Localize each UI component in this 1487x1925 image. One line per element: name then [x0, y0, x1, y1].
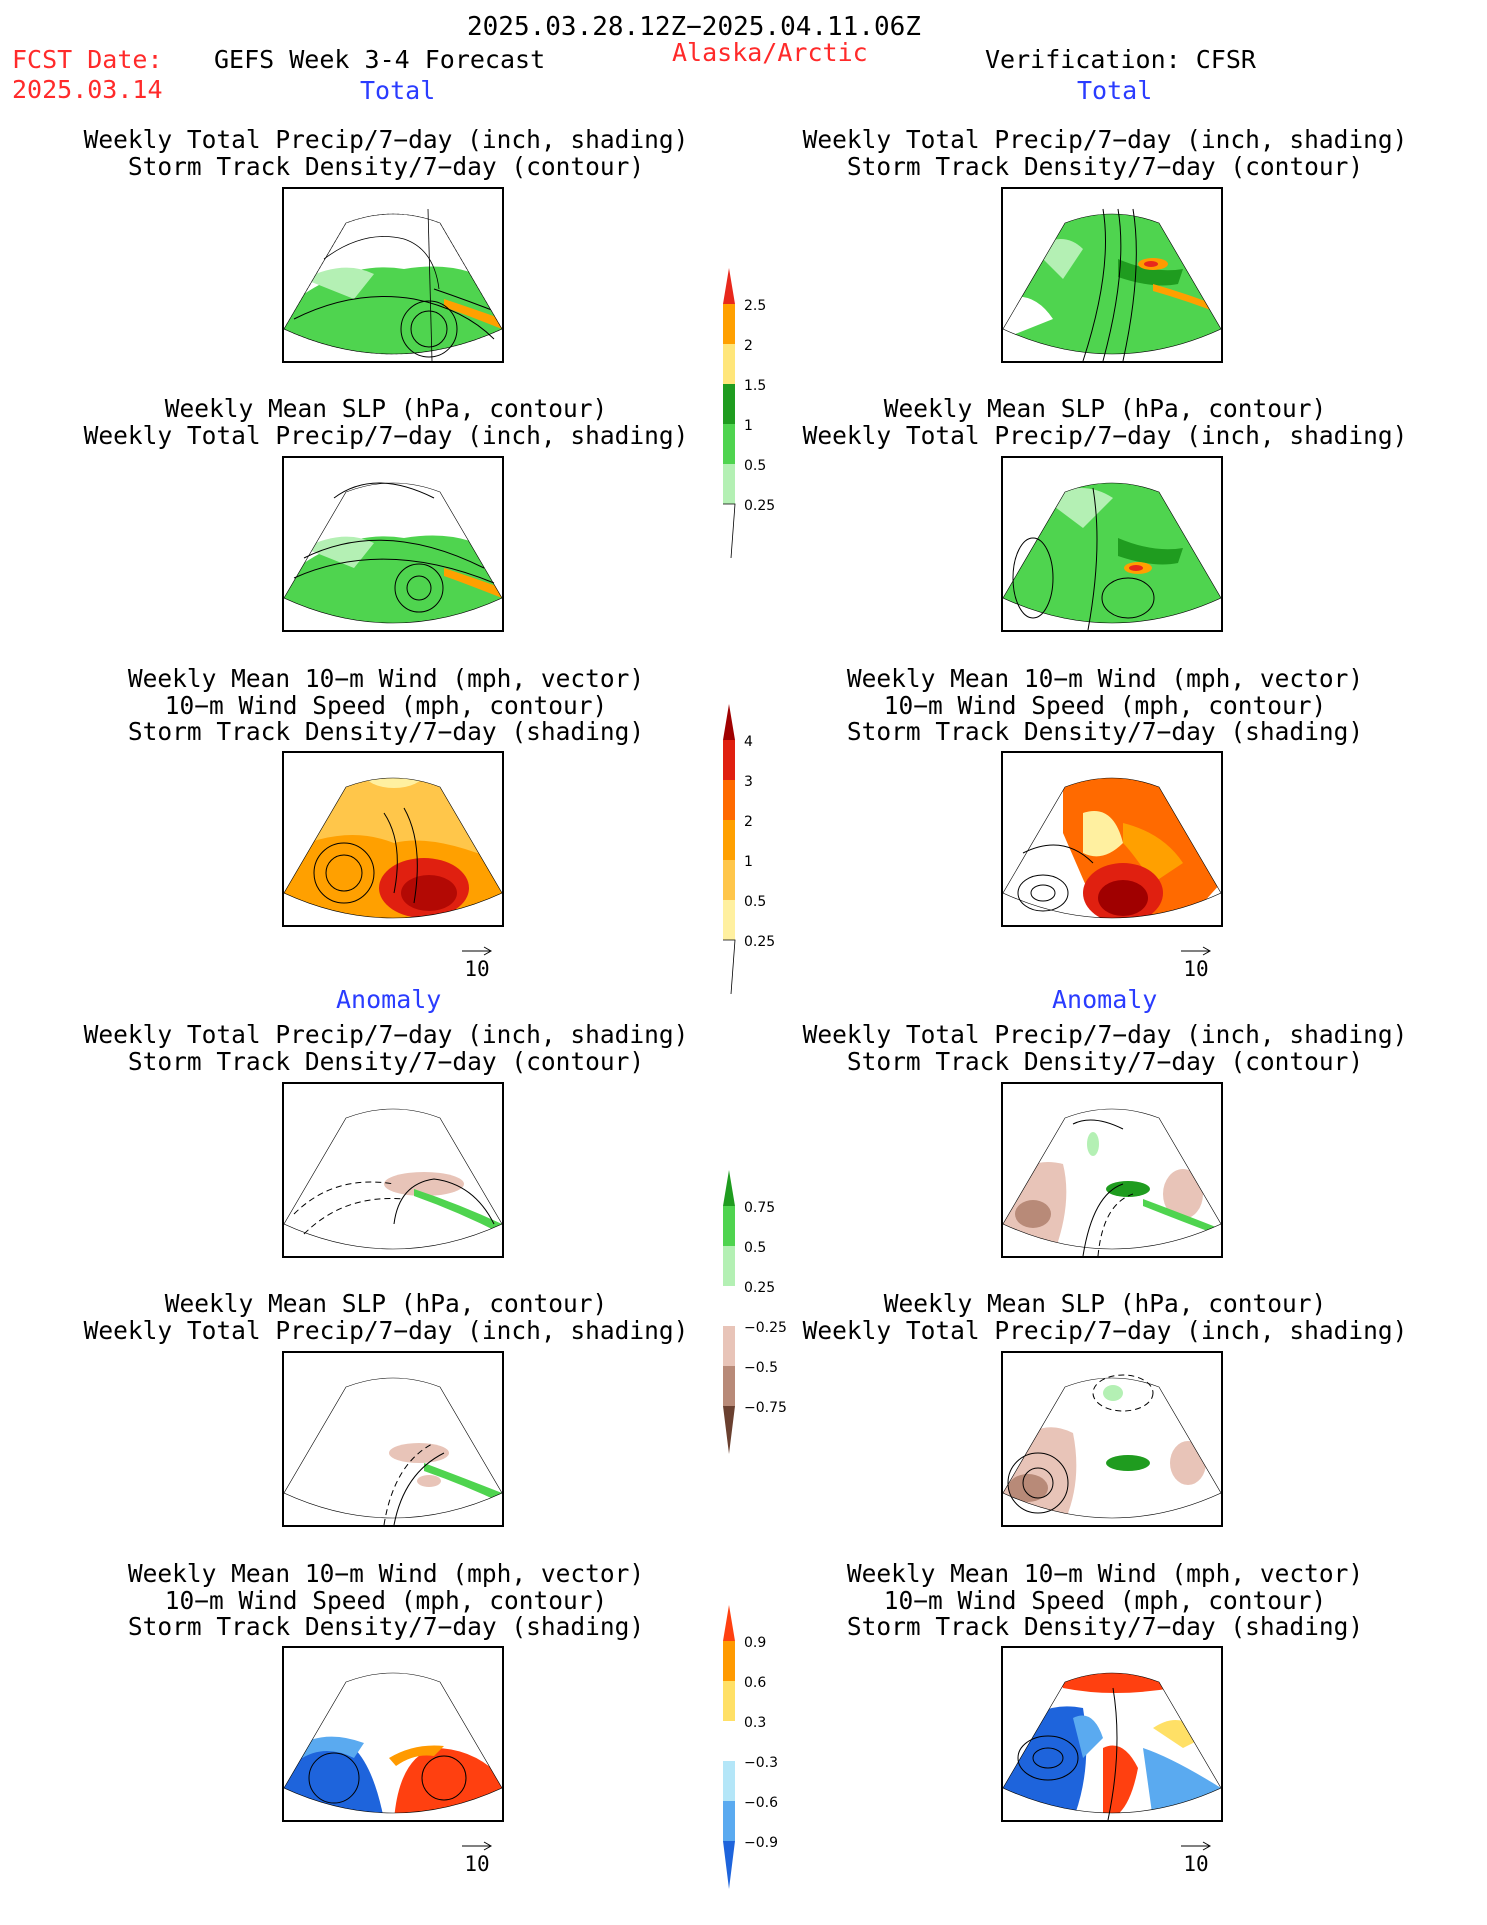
colorbar-tick: 0.5: [744, 458, 767, 474]
colorbar-precip-total: 2.5 2 1.5 1 0.5 0.25: [722, 268, 775, 562]
colorbar-tick: 2.5: [744, 298, 767, 314]
colorbar-tick: 2: [744, 338, 753, 354]
map-forecast-anom-precip-storm: [282, 1082, 504, 1258]
colorbar-tick: 0.6: [744, 1675, 767, 1691]
panel-title-verif-slp: Weekly Mean SLP (hPa, contour) Weekly To…: [802, 394, 1408, 450]
panel-title-verif-wind: Weekly Mean 10−m Wind (mph, vector) 10−m…: [846, 664, 1364, 746]
product-title: GEFS Week 3-4 Forecast: [214, 45, 546, 74]
colorbar-tick: 1.5: [744, 378, 767, 394]
map-verif-total-precip-storm: [1001, 187, 1223, 363]
colorbar-tick: 0.25: [744, 498, 776, 514]
section-anomaly-left: Anomaly: [336, 985, 442, 1014]
colorbar-tick: −0.5: [744, 1360, 778, 1376]
panel-title-verif-total-precip: Weekly Total Precip/7−day (inch, shading…: [802, 125, 1408, 181]
map-forecast-total-precip-storm: [282, 187, 504, 363]
colorbar-tick: 4: [744, 734, 753, 750]
section-anomaly-right: Anomaly: [1052, 985, 1158, 1014]
colorbar-tick: −0.9: [744, 1835, 778, 1851]
colorbar-tick: 3: [744, 774, 753, 790]
map-verif-wind-storm: [1001, 751, 1223, 927]
panel-title-verif-anom-slp: Weekly Mean SLP (hPa, contour) Weekly To…: [802, 1289, 1408, 1345]
colorbar-tick: 0.25: [744, 934, 776, 950]
map-verif-anom-slp-precip: [1001, 1351, 1223, 1527]
colorbar-tick: 0.5: [744, 894, 767, 910]
colorbar-tick: 0.75: [744, 1200, 776, 1216]
colorbar-tick: 0.9: [744, 1635, 767, 1651]
colorbar-storm-anomaly: 0.9 0.6 0.3 −0.3 −0.6 −0.9: [722, 1605, 778, 1893]
panel-title-forecast-slp: Weekly Mean SLP (hPa, contour) Weekly To…: [83, 394, 689, 450]
map-verif-slp-precip: [1001, 456, 1223, 632]
vector-scale-verif: 10: [1166, 945, 1226, 981]
colorbar-tick: 0.25: [744, 1280, 776, 1296]
vector-scale-verif-anom: 10: [1166, 1840, 1226, 1876]
map-verif-anom-precip-storm: [1001, 1082, 1223, 1258]
colorbar-storm-total: 4 3 2 1 0.5 0.25: [722, 704, 775, 998]
panel-title-verif-anom-wind: Weekly Mean 10−m Wind (mph, vector) 10−m…: [846, 1559, 1364, 1641]
panel-title-forecast-wind: Weekly Mean 10−m Wind (mph, vector) 10−m…: [127, 664, 645, 746]
colorbar-tick: 1: [744, 854, 753, 870]
panel-title-verif-anom-precip: Weekly Total Precip/7−day (inch, shading…: [802, 1020, 1408, 1076]
panel-title-forecast-total-precip: Weekly Total Precip/7−day (inch, shading…: [83, 125, 689, 181]
panel-title-forecast-anom-precip: Weekly Total Precip/7−day (inch, shading…: [83, 1020, 689, 1076]
colorbar-tick: −0.3: [744, 1755, 778, 1771]
colorbar-tick: 0.5: [744, 1240, 767, 1256]
colorbar-tick: −0.75: [744, 1400, 787, 1416]
section-total-left: Total: [360, 76, 436, 105]
colorbar-tick: −0.25: [744, 1320, 787, 1336]
colorbar-tick: 2: [744, 814, 753, 830]
colorbar-tick: 1: [744, 418, 753, 434]
region-title: Alaska/Arctic: [672, 38, 868, 67]
map-forecast-wind-storm: [282, 751, 504, 927]
colorbar-tick: −0.6: [744, 1795, 778, 1811]
panel-title-forecast-anom-wind: Weekly Mean 10−m Wind (mph, vector) 10−m…: [127, 1559, 645, 1641]
map-forecast-anom-slp-precip: [282, 1351, 504, 1527]
vector-scale-forecast: 10: [447, 945, 507, 981]
map-forecast-anom-wind-storm: [282, 1646, 504, 1822]
fcst-date-label: FCST Date:: [12, 45, 163, 74]
vector-scale-forecast-anom: 10: [447, 1840, 507, 1876]
valid-period: 2025.03.28.12Z−2025.04.11.06Z: [467, 12, 921, 42]
map-verif-anom-wind-storm: [1001, 1646, 1223, 1822]
panel-title-forecast-anom-slp: Weekly Mean SLP (hPa, contour) Weekly To…: [83, 1289, 689, 1345]
section-total-right: Total: [1077, 76, 1153, 105]
fcst-date: 2025.03.14: [12, 75, 163, 104]
colorbar-tick: 0.3: [744, 1715, 767, 1731]
verification-title: Verification: CFSR: [985, 45, 1256, 74]
colorbar-precip-anomaly: 0.75 0.5 0.25 −0.25 −0.5 −0.75: [722, 1170, 787, 1458]
map-forecast-slp-precip: [282, 456, 504, 632]
